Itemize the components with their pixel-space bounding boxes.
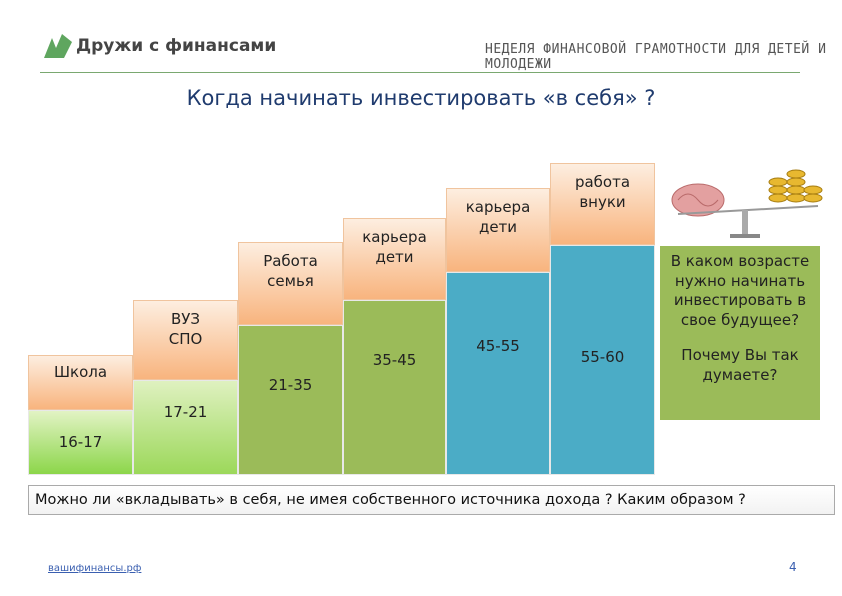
stage-label: Работа [263, 252, 318, 270]
age-label: 17-21 [163, 403, 208, 421]
age-label: 35-45 [372, 351, 417, 369]
header-rule [40, 72, 800, 73]
age-label: 55-60 [580, 348, 625, 366]
stage-label: Школа [53, 363, 108, 381]
stage-label: дети [478, 218, 518, 237]
stage-box: карьера дети [446, 188, 550, 272]
bottom-question: Можно ли «вкладывать» в себя, не имея со… [28, 485, 835, 515]
age-column: 55-60 [550, 245, 655, 475]
banner: НЕДЕЛЯ ФИНАНСОВОЙ ГРАМОТНОСТИ ДЛЯ ДЕТЕЙ … [485, 42, 827, 72]
stage-label: ВУЗ [170, 310, 201, 328]
footer-link[interactable]: вашифинансы.рф [48, 563, 142, 574]
stage-label: дети [375, 248, 414, 267]
stage-box: работа внуки [550, 163, 655, 245]
age-column: 45-55 [446, 272, 550, 475]
stage-label: СПО [168, 330, 203, 349]
question-text: Почему Вы так думаете? [681, 346, 799, 384]
age-column: 35-45 [343, 300, 446, 475]
slide-title: Когда начинать инвестировать «в себя» ? [186, 86, 656, 110]
age-column: 17-21 [133, 380, 238, 475]
question-box: В каком возрасте нужно начинать инвестир… [660, 246, 820, 420]
question-text: В каком возрасте нужно начинать инвестир… [670, 252, 810, 329]
stage-box: карьера дети [343, 218, 446, 300]
age-column: 21-35 [238, 325, 343, 475]
page-number: 4 [789, 560, 797, 574]
stage-label: семья [267, 272, 314, 291]
age-column: 16-17 [28, 410, 133, 475]
logo-text: Дружи с финансами [76, 36, 277, 56]
stage-label: внуки [579, 193, 626, 212]
scale-illustration [671, 169, 823, 238]
logo-icon [44, 34, 72, 58]
stage-box: Школа [28, 355, 133, 410]
stage-box: Работа семья [238, 242, 343, 325]
age-label: 21-35 [268, 376, 313, 394]
age-label: 45-55 [476, 337, 520, 355]
stage-box: ВУЗ СПО [133, 300, 238, 380]
age-label: 16-17 [58, 433, 103, 451]
stage-label: карьера [465, 198, 531, 216]
stage-label: карьера [362, 228, 427, 246]
stage-label: работа [574, 173, 631, 191]
